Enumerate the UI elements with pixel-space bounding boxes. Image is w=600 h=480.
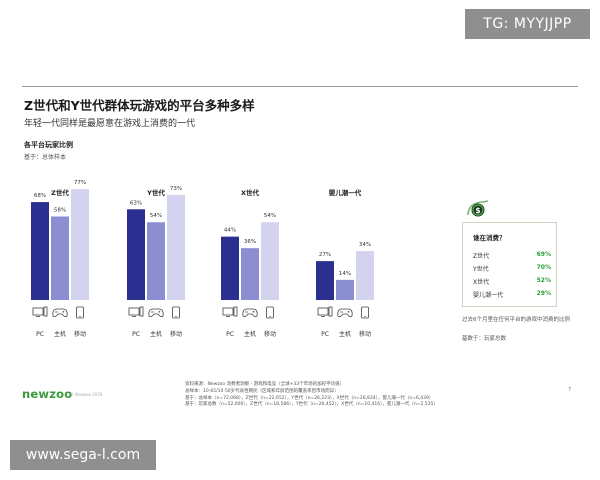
spend-row-value: 69% <box>536 251 551 258</box>
gamepad-icon <box>52 308 68 318</box>
platform-label: PC <box>132 331 140 338</box>
category-label: Z世代 <box>51 188 69 197</box>
platform-label: 主机 <box>54 330 66 338</box>
bar-主机 <box>147 222 165 300</box>
category-label: X世代 <box>241 188 260 197</box>
spend-row-value: 29% <box>536 290 551 297</box>
source-notes: 资料来源：Newzoo 消费者洞察 - 游戏和电竞（全球+33个市场的加权平均值… <box>185 382 485 409</box>
bar-value-label: 54% <box>150 213 162 219</box>
logo-caption: © Newzoo 2020 <box>70 392 103 397</box>
spend-row-value: 70% <box>536 264 551 271</box>
bar-value-label: 14% <box>339 271 351 277</box>
bar-value-label: 73% <box>170 186 182 192</box>
base-note: 基于：总体样本 <box>24 154 67 161</box>
spend-row: X世代 52% <box>473 277 551 287</box>
spend-row-label: Z世代 <box>473 253 490 260</box>
bar-PC <box>127 209 145 300</box>
spend-card-heading: 谁在消费？ <box>473 234 506 242</box>
watermark-top: TG: MYYJJPP <box>465 9 590 39</box>
platform-label: 移动 <box>74 330 86 338</box>
platform-label: PC <box>36 331 44 338</box>
mobile-icon <box>76 306 84 319</box>
bar-value-label: 77% <box>74 180 86 186</box>
page-number: 7 <box>568 387 572 393</box>
platform-label: 移动 <box>359 330 371 338</box>
spend-row: Y世代 70% <box>473 264 551 274</box>
bar-PC <box>31 202 49 300</box>
spend-row-label: 婴儿潮一代 <box>473 292 504 299</box>
source-line: 总样本：10-65/10-50岁代表性网民（区域和年龄范围的覆盖率因市场而异） <box>185 388 339 394</box>
section-title: 各平台玩家比例 <box>24 141 73 149</box>
bar-主机 <box>51 216 69 300</box>
spend-row-value: 52% <box>536 277 551 284</box>
pc-icon <box>32 306 48 317</box>
bar-value-label: 27% <box>319 252 331 258</box>
platform-label: 主机 <box>150 330 162 338</box>
category-label: Y世代 <box>146 188 165 197</box>
platform-label: 主机 <box>244 330 256 338</box>
source-line: 基于：总样本（n=72,068），Z世代（n=22,652），Y世代（n=26,… <box>185 395 434 401</box>
svg-text:$: $ <box>475 206 480 215</box>
gamepad-icon <box>148 308 164 318</box>
newzoo-logo: newzoo <box>22 387 73 401</box>
spend-card: 谁在消费？ Z世代 69% Y世代 70% X世代 52% 婴儿潮一代 29% <box>462 222 557 307</box>
platform-label: 主机 <box>339 330 351 338</box>
spend-note: 过去6个月里在任何平台的游戏中消费的比例 <box>462 317 571 323</box>
slide-title: Z世代和Y世代群体玩游戏的平台多种多样 <box>24 98 255 113</box>
watermark-bottom: www.sega-l.com <box>10 440 156 470</box>
bar-value-label: 54% <box>264 213 276 219</box>
mobile-icon <box>361 306 369 319</box>
bar-移动 <box>356 251 374 300</box>
platform-label: 移动 <box>170 330 182 338</box>
category-label: 婴儿潮一代 <box>329 188 362 197</box>
spend-base: 基数于：玩家总数 <box>462 336 507 342</box>
spend-row-label: X世代 <box>473 279 490 286</box>
gamepad-icon <box>242 308 258 318</box>
spend-row: Z世代 69% <box>473 251 551 261</box>
bar-value-label: 34% <box>359 242 371 248</box>
pc-icon <box>317 306 333 317</box>
source-line: 基于：玩家总数（n=52,000），Z世代（n=18,586），Y世代（n=20… <box>185 402 438 408</box>
pc-icon <box>128 306 144 317</box>
bar-移动 <box>167 194 185 300</box>
mobile-icon <box>266 306 274 319</box>
bar-value-label: 58% <box>54 207 66 213</box>
bar-移动 <box>71 189 89 300</box>
platform-label: 移动 <box>264 330 276 338</box>
pc-icon <box>222 306 238 317</box>
platform-label: PC <box>226 331 234 338</box>
bar-主机 <box>336 279 354 300</box>
bar-主机 <box>241 248 259 300</box>
platform-label: PC <box>321 331 329 338</box>
dollar-icon: $ <box>467 200 489 217</box>
bar-value-label: 68% <box>34 193 46 199</box>
bar-PC <box>316 261 334 300</box>
gamepad-icon <box>337 308 353 318</box>
header-rule <box>22 86 578 87</box>
bar-value-label: 44% <box>224 228 236 234</box>
spend-row: 婴儿潮一代 29% <box>473 290 551 300</box>
bar-value-label: 63% <box>130 200 142 206</box>
mobile-icon <box>172 306 180 319</box>
spend-row-label: Y世代 <box>473 266 489 273</box>
bar-移动 <box>261 222 279 300</box>
source-line: 资料来源：Newzoo 消费者洞察 - 游戏和电竞（全球+33个市场的加权平均值… <box>185 382 345 387</box>
slide-subtitle: 年轻一代同样是最愿意在游戏上消费的一代 <box>24 119 196 129</box>
bar-value-label: 36% <box>244 239 256 245</box>
bar-PC <box>221 236 239 300</box>
